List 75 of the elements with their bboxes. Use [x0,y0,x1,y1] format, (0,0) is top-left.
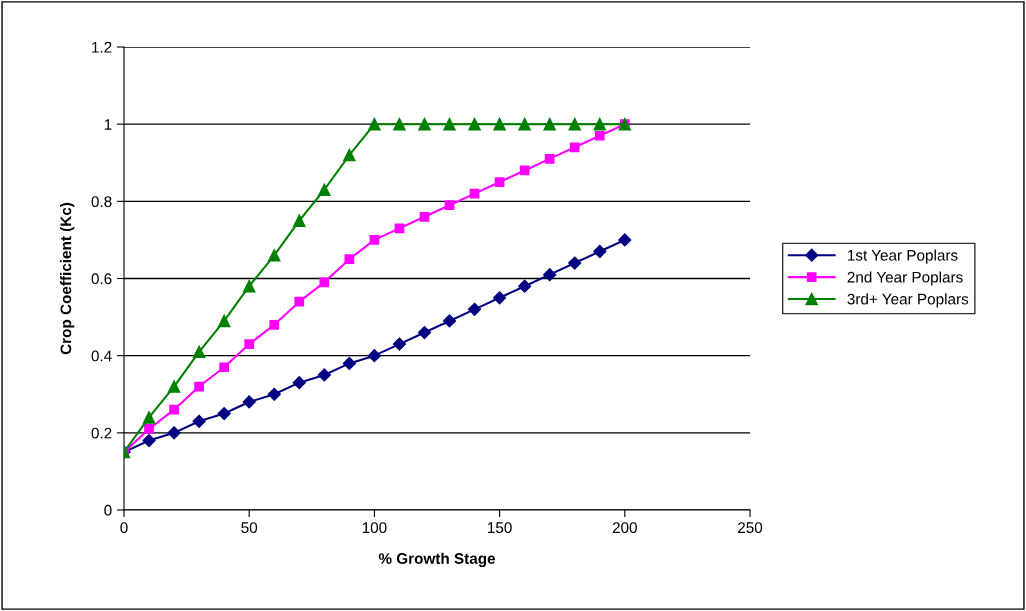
point [242,395,256,409]
point [167,426,181,440]
point [167,380,181,393]
point [417,325,432,340]
point [319,277,330,288]
point [543,268,557,282]
point [544,154,555,164]
point [392,337,407,351]
legend-label: 2nd Year Poplars [847,271,963,286]
point [217,406,231,421]
point [593,117,607,131]
point [292,376,306,390]
point [269,319,280,330]
point [618,233,632,247]
point [494,177,505,187]
point [142,433,156,448]
legend-label: 3rd+ Year Poplars [847,293,969,308]
point [344,254,355,265]
point [442,314,457,328]
point [493,117,506,131]
legend-label: 1st Year Poplars [848,249,958,264]
point [394,223,405,234]
point [467,302,482,316]
point [444,200,455,211]
point [569,142,580,153]
x-tick-label: 200 [612,522,637,534]
point [343,148,356,162]
point [493,291,507,305]
point [468,117,481,131]
x-tick-label: 150 [488,522,512,534]
point [293,214,306,227]
point [294,296,305,307]
point [169,404,179,415]
point [192,345,206,359]
point [194,381,204,392]
x-tick-label: 100 [362,522,387,534]
point [317,368,331,382]
y-tick-label: 0.2 [91,427,112,439]
point [543,117,556,131]
x-tick-label: 250 [738,522,763,534]
point [393,117,406,131]
point [518,279,532,293]
y-tick-label: 1.2 [92,41,112,53]
y-tick-label: 0.4 [91,350,112,362]
point [593,244,607,259]
point [217,314,231,328]
point [318,183,331,197]
y-tick-label: 1 [104,119,112,130]
point [242,279,256,293]
x-axis-title: % Growth Stage [378,552,496,568]
point [418,117,431,131]
point [518,117,531,131]
point [419,211,430,222]
point [267,249,281,262]
point [267,387,281,401]
y-tick-label: 0.8 [91,196,112,208]
point [219,362,230,373]
point [192,414,206,428]
x-tick-label: 0 [120,522,128,534]
point [568,117,581,131]
point [519,165,530,176]
y-axis-title: Crop Coefficient (Kc) [60,202,75,355]
point [369,235,380,245]
point [367,349,381,363]
x-tick-label: 50 [241,522,258,534]
y-tick-label: 0 [104,504,112,516]
point [594,130,605,141]
point [244,339,255,349]
y-tick-label: 0.6 [91,273,112,285]
point [443,117,456,131]
point [568,256,582,270]
point [342,356,356,370]
point [142,411,156,424]
point [368,117,381,131]
point [144,424,154,434]
